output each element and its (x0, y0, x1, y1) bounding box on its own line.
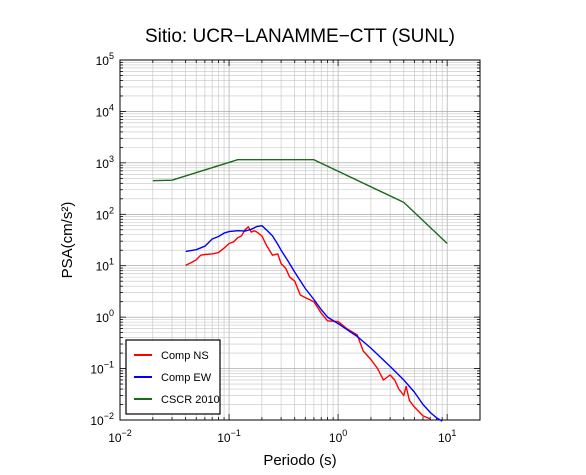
tick-labels: 10−2 10−1 100 101 10−2 10−1 100 101 102 103 104 105 (90, 51, 456, 445)
y-tick-label: 101 (96, 257, 114, 274)
legend: Comp NS Comp EW CSCR 2010 (125, 339, 221, 415)
series-lines (152, 159, 448, 422)
y-tick-label: 10−1 (90, 360, 114, 377)
legend-label-comp-ew: Comp EW (161, 372, 212, 384)
x-tick-label: 10−1 (217, 428, 241, 445)
series-line-2 (152, 159, 448, 245)
y-tick-label: 102 (96, 205, 114, 222)
y-tick-label: 104 (96, 102, 114, 119)
y-tick-label: 100 (96, 308, 114, 325)
series-line-1 (185, 225, 443, 422)
series-line-0 (185, 226, 431, 420)
axis-ticks (119, 59, 481, 421)
y-tick-label: 105 (96, 51, 114, 68)
legend-label-cscr-2010: CSCR 2010 (161, 394, 220, 406)
y-tick-label: 103 (96, 154, 114, 171)
plot-frame (119, 59, 481, 421)
legend-label-comp-ns: Comp NS (161, 350, 209, 362)
grid-lines (119, 59, 481, 421)
y-axis-label: PSA(cm/s²) (59, 202, 76, 279)
y-tick-label: 10−2 (90, 411, 114, 428)
x-axis-label: Periodo (s) (263, 452, 336, 469)
x-tick-label: 101 (438, 428, 456, 445)
x-tick-label: 100 (329, 428, 347, 445)
x-tick-label: 10−2 (108, 428, 132, 445)
chart-title: Sitio: UCR−LANAMME−CTT (SUNL) (145, 26, 455, 47)
